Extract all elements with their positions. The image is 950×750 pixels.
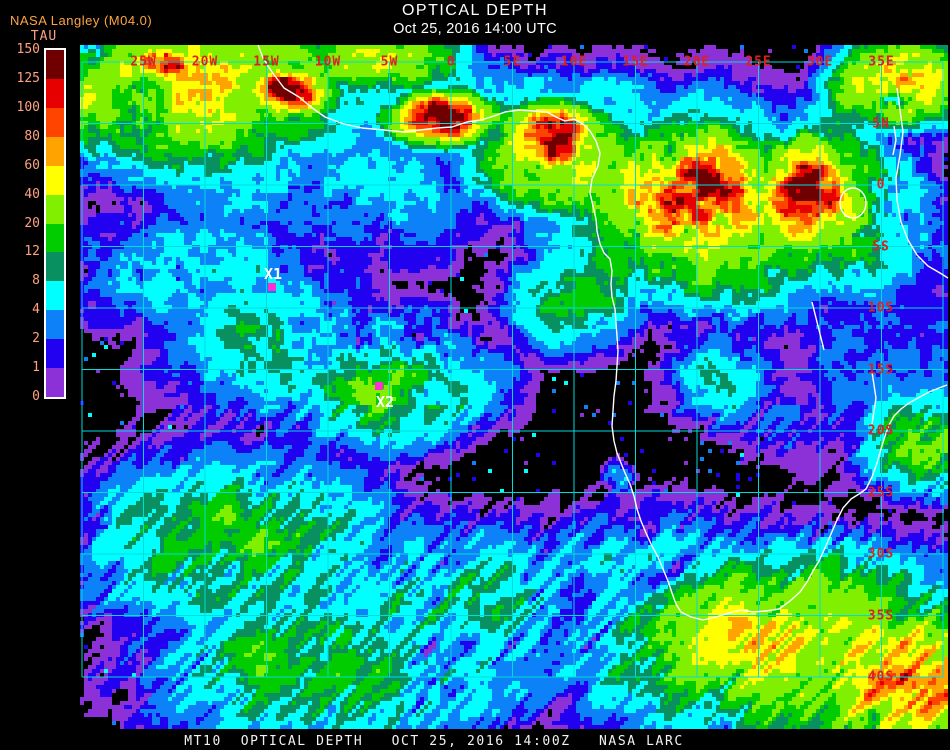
longitude-label-20W: 20W [191, 54, 219, 70]
colorbar-tick-100: 100 [16, 99, 40, 115]
marker-label-X1: X1 [264, 265, 283, 283]
longitude-label-5E: 5E [503, 54, 522, 70]
colorbar-tick-4: 4 [32, 302, 40, 318]
latitude-label-0: 0 [876, 177, 886, 193]
longitude-label-10W: 10W [314, 54, 342, 70]
longitude-label-15W: 15W [253, 54, 280, 70]
title-block: OPTICAL DEPTH Oct 25, 2016 14:00 UTC [0, 2, 950, 37]
latitude-label-10S: 10S [867, 300, 895, 316]
colorbar-tick-8: 8 [32, 273, 40, 289]
colorbar-tick-12: 12 [24, 244, 40, 260]
longitude-label-20E: 20E [683, 54, 711, 70]
colorbar-tick-60: 60 [24, 157, 40, 173]
longitude-label-30E: 30E [806, 54, 834, 70]
latitude-label-5N: 5N [872, 116, 890, 131]
colorbar-tick-40: 40 [24, 186, 40, 202]
colorbar-segment-8 [46, 281, 64, 311]
latitude-label-40S: 40S [867, 669, 895, 685]
colorbar-tick-150: 150 [16, 42, 40, 57]
colorbar-tick-0: 0 [32, 389, 40, 404]
colorbar-segment-5 [46, 194, 64, 224]
colorbar-segment-1 [46, 78, 64, 108]
latitude-label-5S: 5S [872, 239, 890, 254]
longitude-label-5W: 5W [380, 54, 399, 70]
page-title: OPTICAL DEPTH [401, 2, 549, 19]
latitude-label-30S: 30S [867, 546, 895, 562]
marker-dot-X1 [268, 283, 276, 291]
colorbar-segment-4 [46, 165, 64, 195]
longitude-label-25W: 25W [130, 54, 157, 70]
colorbar-tick-1: 1 [32, 360, 40, 376]
nasa-langley-credit: NASA Langley (M04.0) [10, 13, 153, 28]
latitude-label-20S: 20S [867, 423, 895, 439]
colorbar-tick-80: 80 [24, 128, 40, 144]
colorbar-segment-7 [46, 252, 64, 282]
timestamp-subtitle: Oct 25, 2016 14:00 UTC [393, 21, 557, 37]
colorbar-segment-11 [46, 368, 64, 398]
colorbar-tick-2: 2 [32, 331, 40, 347]
latitude-label-15S: 15S [867, 362, 895, 377]
footer-caption: MT10 OPTICAL DEPTH OCT 25, 2016 14:00Z N… [184, 734, 684, 749]
longitude-label-25E: 25E [745, 54, 772, 70]
colorbar-segment-6 [46, 223, 64, 253]
longitude-label-15E: 15E [622, 54, 649, 70]
latitude-label-25S: 25S [867, 485, 895, 500]
marker-label-X2: X2 [376, 393, 395, 411]
colorbar-segment-2 [46, 107, 64, 137]
colorbar-tick-125: 125 [16, 70, 40, 86]
colorbar-title: TAU [30, 29, 58, 44]
longitude-label-35E: 35E [868, 54, 895, 70]
aerosol-field-canvas [80, 45, 948, 729]
tau-colorbar [44, 48, 66, 399]
colorbar-segment-9 [46, 310, 64, 340]
marker-dot-X2 [375, 382, 383, 390]
latitude-label-35S: 35S [867, 608, 895, 623]
longitude-label-0: 0 [446, 54, 456, 70]
colorbar-segment-10 [46, 339, 64, 369]
colorbar-tick-20: 20 [24, 215, 40, 231]
longitude-label-10E: 10E [560, 54, 588, 70]
colorbar-segment-0 [46, 50, 64, 79]
colorbar-segment-3 [46, 136, 64, 166]
